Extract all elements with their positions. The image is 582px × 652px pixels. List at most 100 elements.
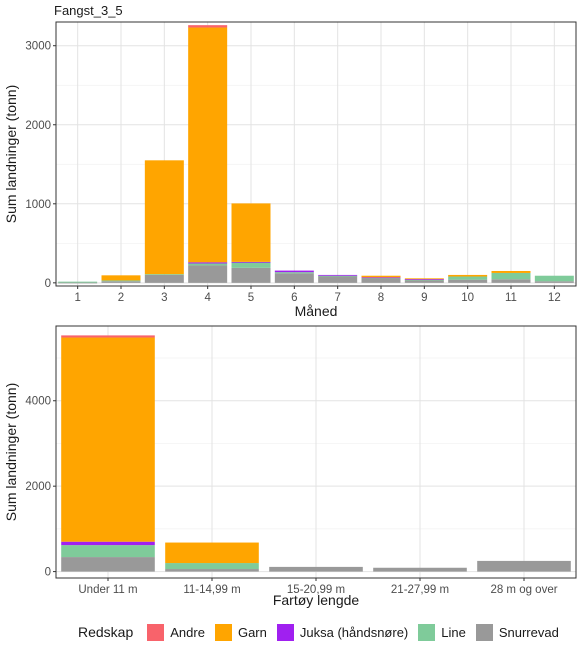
x-tick-label: 15-20,99 m <box>287 584 345 596</box>
bar-garn <box>231 203 271 262</box>
x-tick-label: 3 <box>161 292 167 304</box>
plot-border <box>55 21 577 287</box>
x-tick-label: 11 <box>505 292 517 304</box>
bar-snurrevad <box>491 279 531 283</box>
bar-snurrevad <box>61 557 155 572</box>
legend-label-snurrevad: Snurrevad <box>498 624 559 640</box>
bar-juksa-handsn-re <box>231 261 271 263</box>
bar-snurrevad <box>448 279 488 283</box>
y-tick-label: 1000 <box>25 199 51 211</box>
x-tick-label: 11-14,99 m <box>183 584 240 596</box>
bar-garn <box>165 542 259 564</box>
bar-snurrevad <box>101 281 141 283</box>
x-tick-label: 6 <box>291 292 297 304</box>
bar-snurrevad <box>373 567 467 572</box>
legend: Redskap Andre Garn Juksa (håndsnøre) Lin… <box>78 620 569 644</box>
x-tick-label: 7 <box>334 292 340 304</box>
bar-line <box>61 545 155 558</box>
bar-snurrevad <box>477 560 571 572</box>
bar-juksa-handsn-re <box>188 262 228 264</box>
bar-snurrevad <box>188 265 228 283</box>
x-axis-label: Fartøy lengde <box>273 592 360 608</box>
y-axis-label: Sum landninger (tonn) <box>3 85 19 224</box>
y-axis-label: Sum landninger (tonn) <box>3 383 19 522</box>
y-tick-label: 4000 <box>25 396 51 408</box>
y-tick-label: 3000 <box>25 41 51 53</box>
bar-line <box>144 274 184 275</box>
plot-border <box>55 325 577 579</box>
bar-snurrevad <box>231 267 271 283</box>
legend-swatch-garn <box>214 623 232 641</box>
y-tick-label: 0 <box>45 567 51 579</box>
bar-snurrevad <box>361 278 401 283</box>
bar-garn <box>361 275 401 278</box>
bar-line <box>231 262 271 268</box>
legend-label-juksa: Juksa (håndsnøre) <box>299 624 409 640</box>
legend-label-andre: Andre <box>170 624 205 640</box>
x-tick-label: 9 <box>421 292 427 304</box>
legend-swatch-andre <box>147 623 165 641</box>
legend-label-garn: Garn <box>237 624 267 640</box>
bar-line <box>404 279 444 281</box>
x-tick-label: 21-27,99 m <box>391 584 449 596</box>
bar-juksa-handsn-re <box>404 279 444 280</box>
bar-line <box>318 275 358 277</box>
bar-snurrevad <box>274 273 314 283</box>
bar-line <box>188 263 228 266</box>
legend-item-andre: Andre <box>147 623 205 641</box>
bar-line <box>58 281 98 283</box>
bar-andre <box>188 25 228 28</box>
bar-snurrevad <box>318 276 358 283</box>
legend-swatch-snurrevad <box>475 623 493 641</box>
bar-garn <box>404 278 444 280</box>
bar-line <box>274 272 314 274</box>
x-tick-label: 5 <box>248 292 254 304</box>
bar-juksa-handsn-re <box>274 270 314 273</box>
legend-swatch-line <box>418 623 436 641</box>
bar-andre <box>61 335 155 338</box>
bar-snurrevad <box>404 280 444 283</box>
bar-garn <box>144 160 184 275</box>
legend-item-garn: Garn <box>214 623 267 641</box>
y-tick-label: 0 <box>45 278 51 290</box>
bar-snurrevad <box>534 281 574 283</box>
x-tick-label: 4 <box>204 292 211 304</box>
y-tick-label: 2000 <box>25 481 51 493</box>
x-tick-label: 12 <box>548 292 561 304</box>
bar-juksa-handsn-re <box>318 274 358 276</box>
y-tick-label: 2000 <box>25 120 51 132</box>
bar-line <box>448 276 488 280</box>
bar-juksa-handsn-re <box>61 541 155 546</box>
legend-item-juksa: Juksa (håndsnøre) <box>276 623 409 641</box>
figure-title: Fangst_3_5 <box>54 3 123 18</box>
bar-line <box>101 280 141 282</box>
bar-line <box>491 272 531 280</box>
x-tick-label: Under 11 m <box>78 584 137 596</box>
x-tick-label: 2 <box>118 292 124 304</box>
bar-snurrevad <box>144 274 184 283</box>
bar-garn <box>188 27 228 263</box>
legend-item-line: Line <box>418 623 466 641</box>
bar-snurrevad <box>165 569 259 572</box>
plot-background <box>56 22 576 286</box>
legend-label-line: Line <box>441 624 466 640</box>
bar-snurrevad <box>269 566 363 572</box>
bar-line <box>165 563 259 570</box>
legend-item-snurrevad: Snurrevad <box>475 623 559 641</box>
bar-garn <box>101 275 141 281</box>
bar-garn <box>61 337 155 542</box>
x-tick-label: 8 <box>378 292 384 304</box>
x-tick-label: 1 <box>74 292 80 304</box>
bar-line <box>534 275 574 282</box>
bar-juksa-handsn-re <box>361 277 401 279</box>
x-tick-label: 28 m og over <box>490 584 557 596</box>
legend-swatch-juksa <box>276 623 294 641</box>
bar-garn <box>491 270 531 273</box>
x-tick-label: 10 <box>461 292 474 304</box>
chart-landings-by-vessel-length: 0 2000 4000 Under 11 m 11-14,99 m 15-20,99 m 2… <box>3 325 577 608</box>
bar-garn <box>448 274 488 277</box>
legend-title: Redskap <box>78 624 134 640</box>
bar-snurrevad <box>58 282 98 284</box>
x-axis-label: Måned <box>295 303 338 319</box>
